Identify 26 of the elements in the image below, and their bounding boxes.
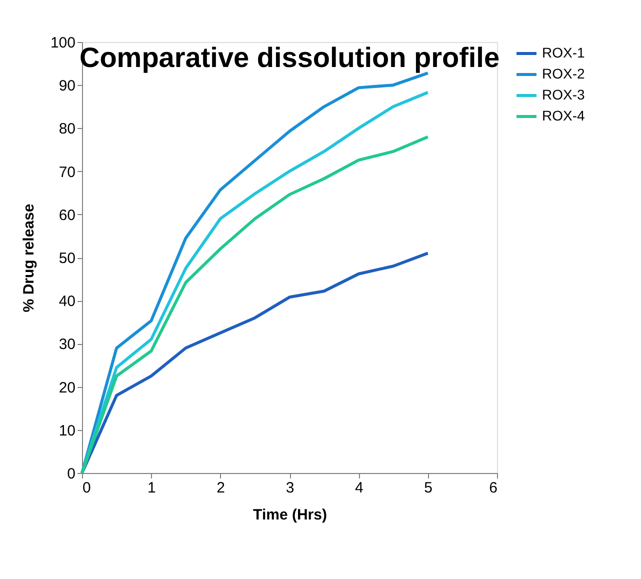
y-tick-label: 100 [50,34,76,52]
x-tick-label: 1 [147,480,156,496]
y-tick-label: 80 [58,120,76,138]
y-tick-label: 10 [58,422,76,440]
y-tick-label: 40 [58,293,76,310]
x-tick-label: 3 [286,480,294,496]
y-tick-label: 20 [58,379,76,396]
x-tick-label: 4 [354,480,364,496]
x-tick-label: 0 [82,480,91,496]
x-tick-label: 6 [489,480,498,496]
y-tick-label: 0 [67,466,76,482]
legend-label: ROX-2 [542,66,585,82]
x-tick-label: 5 [424,480,433,496]
y-tick-label: 30 [58,336,76,354]
chart-title: Comparative dissolution profile [79,42,500,73]
y-tick-label: 90 [58,78,76,95]
legend-label: ROX-3 [542,86,585,102]
legend-label: ROX-1 [542,44,585,60]
legend-label: ROX-4 [542,108,585,124]
y-tick-label: 70 [58,164,76,181]
line-series [80,252,430,474]
y-tick-label: 60 [58,206,76,224]
y-axis-title: % Drug release [20,204,38,312]
x-tick-label: 2 [216,480,226,496]
y-tick-label: 50 [58,250,76,267]
x-axis-title: Time (Hrs) [253,506,327,524]
